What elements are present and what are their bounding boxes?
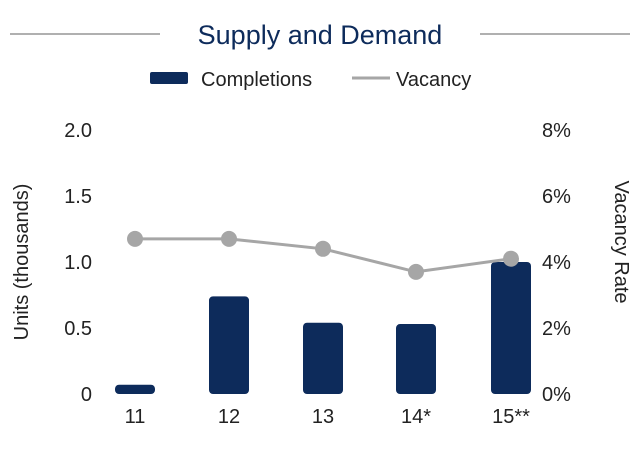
vacancy-point — [221, 230, 237, 247]
x-tick-label: 11 — [125, 406, 146, 428]
y-right-tick-label: 2% — [542, 318, 571, 340]
legend-label-vacancy: Vacancy — [396, 69, 471, 91]
legend-swatch-completions — [150, 72, 188, 84]
y-right-tick-label: 8% — [542, 120, 571, 142]
completions-bar — [209, 296, 249, 394]
y-left-tick-label: 1.0 — [64, 252, 92, 274]
y-right-tick-label: 0% — [542, 384, 571, 406]
vacancy-point — [315, 240, 331, 257]
vacancy-point — [408, 263, 424, 280]
legend-label-completions: Completions — [201, 69, 312, 91]
completions-bar — [396, 324, 436, 394]
completions-bar — [115, 384, 155, 394]
y-right-tick-label: 4% — [542, 252, 571, 274]
y-axis-right-label: Vacancy Rate — [610, 180, 632, 303]
completions-bars — [115, 262, 531, 394]
y-left-tick-label: 0.5 — [64, 318, 92, 340]
y-left-tick-label: 1.5 — [64, 186, 92, 208]
x-tick-label: 12 — [218, 406, 240, 428]
y-axis-left-ticks: 0 0.5 1.0 1.5 2.0 — [64, 120, 92, 406]
x-tick-label: 15** — [492, 406, 530, 428]
vacancy-line — [127, 230, 519, 280]
chart-title: Supply and Demand — [198, 20, 443, 50]
completions-bar — [491, 262, 531, 394]
vacancy-point — [503, 250, 519, 267]
x-tick-label: 13 — [312, 406, 334, 428]
vacancy-point — [127, 230, 143, 247]
x-axis-ticks: 11 12 13 14* 15** — [125, 406, 531, 428]
y-axis-left-label: Units (thousands) — [11, 184, 33, 341]
y-right-tick-label: 6% — [542, 186, 571, 208]
y-axis-right-ticks: 0% 2% 4% 6% 8% — [542, 120, 571, 406]
x-tick-label: 14* — [401, 406, 431, 428]
y-left-tick-label: 0 — [81, 384, 92, 406]
legend: Completions Vacancy — [150, 69, 471, 91]
y-left-tick-label: 2.0 — [64, 120, 92, 142]
completions-bar — [303, 322, 343, 394]
